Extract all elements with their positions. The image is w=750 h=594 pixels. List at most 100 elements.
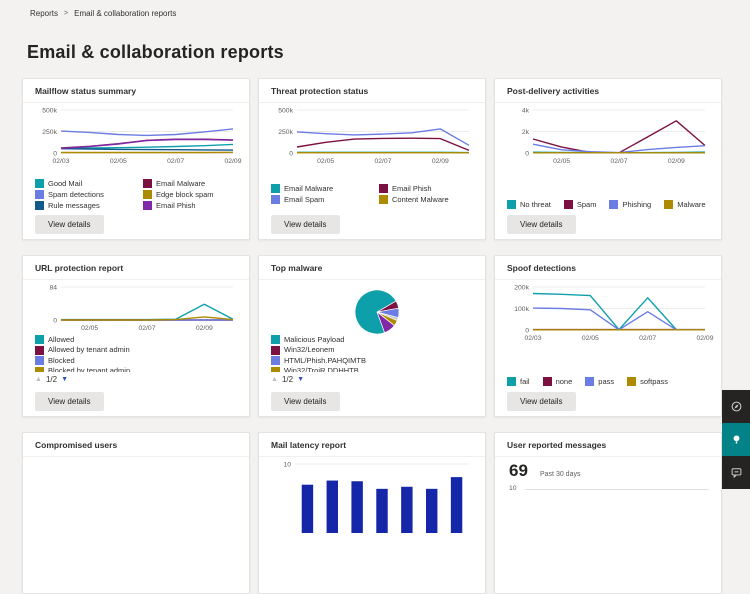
feedback-button[interactable] xyxy=(722,456,750,489)
card-title: Post-delivery activities xyxy=(495,79,721,103)
legend-item: Edge block spam xyxy=(143,189,243,200)
legend-item: Good Mail xyxy=(35,178,135,189)
legend-label: Malicious Payload xyxy=(284,334,345,344)
legend-swatch-icon xyxy=(507,200,516,209)
legend-label: Blocked xyxy=(48,355,75,365)
legend-item: Blocked by tenant admin xyxy=(35,366,131,372)
legend-item: Content Malware xyxy=(379,194,479,205)
svg-text:02/03: 02/03 xyxy=(52,158,69,165)
legend-item: Email Malware xyxy=(143,178,243,189)
legend-item: pass xyxy=(585,376,614,387)
legend-label: Blocked by tenant admin xyxy=(48,366,131,372)
page-up-icon[interactable]: ▲ xyxy=(35,376,42,383)
report-cards-grid: Mailflow status summary 0 250k 500k 02/03 02… xyxy=(22,78,722,594)
view-details-button[interactable]: View details xyxy=(271,392,340,411)
legend-item: Win32/Leonem xyxy=(271,345,366,356)
svg-text:100k: 100k xyxy=(514,306,529,313)
card-title: User reported messages xyxy=(495,433,721,457)
svg-text:250k: 250k xyxy=(278,129,293,136)
legend-swatch-icon xyxy=(271,366,280,372)
legend-swatch-icon xyxy=(563,200,573,209)
card-title: Top malware xyxy=(259,256,485,280)
view-details-button[interactable]: View details xyxy=(507,215,576,234)
legend-label: Email Phish xyxy=(156,200,196,210)
compass-icon xyxy=(731,401,741,412)
svg-text:0: 0 xyxy=(289,150,293,157)
svg-text:02/05: 02/05 xyxy=(110,158,127,165)
svg-text:10: 10 xyxy=(283,461,291,468)
legend-item: Spam detections xyxy=(35,189,135,200)
svg-text:02/05: 02/05 xyxy=(582,335,599,342)
svg-text:0: 0 xyxy=(53,150,57,157)
svg-text:02/07: 02/07 xyxy=(138,325,155,332)
svg-text:84: 84 xyxy=(49,284,57,291)
page-up-icon[interactable]: ▲ xyxy=(271,376,278,383)
breadcrumb-current-page: Email & collaboration reports xyxy=(74,9,177,18)
legend-swatch-icon xyxy=(143,190,152,199)
page-indicator: 1/2 xyxy=(45,375,58,384)
card-title: Spoof detections xyxy=(495,256,721,280)
card-threat-protection-status: Threat protection status 0 250k 500k 02/05 0… xyxy=(258,78,486,240)
legend-item: Win32/TrojR.DDHHTB xyxy=(271,366,366,372)
legend-swatch-icon xyxy=(35,335,44,344)
svg-text:02/03: 02/03 xyxy=(524,335,541,342)
page-down-icon[interactable]: ▼ xyxy=(297,376,304,383)
svg-text:02/07: 02/07 xyxy=(639,335,656,342)
help-button[interactable] xyxy=(722,423,750,456)
mailflow-line-chart: 0 250k 500k 02/03 02/05 02/07 02/09 xyxy=(35,103,241,165)
legend-swatch-icon xyxy=(271,356,280,365)
legend-label: Edge block spam xyxy=(156,189,214,199)
svg-text:250k: 250k xyxy=(42,129,57,136)
card-url-protection-report: URL protection report 0 84 02/05 02/07 02/09… xyxy=(22,255,250,417)
legend-label: none xyxy=(555,376,573,386)
legend-pager: ▲ 1/2 ▼ xyxy=(35,375,68,384)
legend-item: Email Phish xyxy=(143,200,243,211)
legend-swatch-icon xyxy=(379,184,388,193)
legend-item: Allowed xyxy=(35,334,130,345)
threat-protection-line-chart: 0 250k 500k 02/05 02/07 02/09 xyxy=(271,103,475,165)
svg-text:02/05: 02/05 xyxy=(81,325,98,332)
card-title: URL protection report xyxy=(23,256,249,280)
chart-legend: Good Mail Spam detections Rule messages Ema… xyxy=(35,178,243,211)
legend-label: Email Phish xyxy=(392,183,432,193)
svg-text:02/09: 02/09 xyxy=(224,158,241,165)
page-down-icon[interactable]: ▼ xyxy=(61,376,68,383)
legend-item: none xyxy=(542,376,573,387)
top-malware-pie-chart xyxy=(271,284,475,340)
legend-swatch-icon xyxy=(271,335,280,344)
help-feedback-toolbar xyxy=(722,390,750,489)
chart-legend: Malicious Payload Win32/Leonem HTML/Phish.… xyxy=(271,334,366,372)
legend-swatch-icon xyxy=(379,195,388,204)
svg-text:4k: 4k xyxy=(522,107,530,114)
breadcrumb-reports-link[interactable]: Reports xyxy=(30,9,59,18)
svg-text:02/07: 02/07 xyxy=(374,158,391,165)
legend-swatch-icon xyxy=(143,179,152,188)
svg-text:02/05: 02/05 xyxy=(553,158,570,165)
feedback-icon xyxy=(731,468,741,479)
legend-item: softpass xyxy=(627,376,668,387)
view-details-button[interactable]: View details xyxy=(35,215,104,234)
svg-text:02/09: 02/09 xyxy=(668,158,685,165)
card-title: Compromised users xyxy=(23,433,249,457)
url-protection-line-chart: 0 84 02/05 02/07 02/09 xyxy=(35,280,239,332)
guide-button[interactable] xyxy=(722,390,750,423)
svg-text:02/07: 02/07 xyxy=(610,158,627,165)
legend-label: Rule messages xyxy=(48,200,100,210)
legend-swatch-icon xyxy=(271,345,280,355)
legend-item: Rule messages xyxy=(35,200,135,211)
view-details-button[interactable]: View details xyxy=(35,392,104,411)
svg-text:02/07: 02/07 xyxy=(167,158,184,165)
legend-label: HTML/Phish.PAHQIMTB xyxy=(284,355,366,365)
view-details-button[interactable]: View details xyxy=(507,392,576,411)
legend-label: pass xyxy=(598,376,615,386)
svg-text:2k: 2k xyxy=(522,129,530,136)
legend-item: No threat xyxy=(507,199,551,210)
card-spoof-detections: Spoof detections 0 100k 200k 02/03 02/05 02/0… xyxy=(494,255,722,417)
svg-text:200k: 200k xyxy=(514,284,529,291)
view-details-button[interactable]: View details xyxy=(271,215,340,234)
card-user-reported-messages: User reported messages 69 Past 30 days 1… xyxy=(494,432,722,594)
legend-item: Email Phish xyxy=(379,183,479,194)
svg-text:0: 0 xyxy=(525,150,529,157)
legend-item: Email Spam xyxy=(271,194,371,205)
card-title: Threat protection status xyxy=(259,79,485,103)
